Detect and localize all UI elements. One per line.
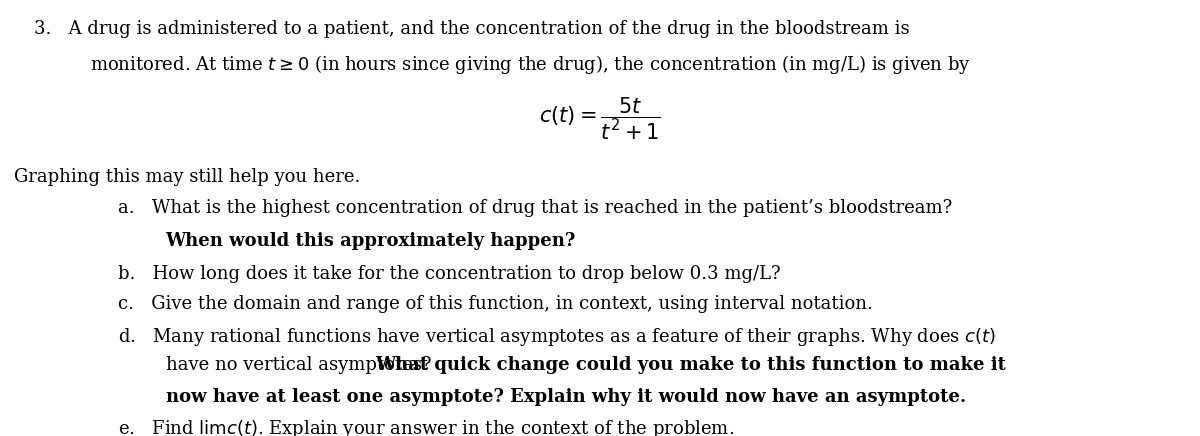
Text: now have at least one asymptote? Explain why it would now have an asymptote.: now have at least one asymptote? Explain… [166,388,966,406]
Text: e.   Find $\lim_{t \to \infty} c(t)$. Explain your answer in the context of the : e. Find $\lim_{t \to \infty} c(t)$. Expl… [118,419,733,436]
Text: a.   What is the highest concentration of drug that is reached in the patient’s : a. What is the highest concentration of … [118,199,952,217]
Text: b.   How long does it take for the concentration to drop below 0.3 mg/L?: b. How long does it take for the concent… [118,265,780,283]
Text: have no vertical asymptotes?: have no vertical asymptotes? [166,356,437,374]
Text: What quick change could you make to this function to make it: What quick change could you make to this… [376,356,1007,374]
Text: 3.   A drug is administered to a patient, and the concentration of the drug in t: 3. A drug is administered to a patient, … [34,20,910,37]
Text: When would this approximately happen?: When would this approximately happen? [166,232,576,250]
Text: monitored. At time $t \geq 0$ (in hours since giving the drug), the concentratio: monitored. At time $t \geq 0$ (in hours … [90,53,971,76]
Text: d.   Many rational functions have vertical asymptotes as a feature of their grap: d. Many rational functions have vertical… [118,326,996,347]
Text: Graphing this may still help you here.: Graphing this may still help you here. [14,168,361,186]
Text: $c(t) = \dfrac{5t}{t^2+1}$: $c(t) = \dfrac{5t}{t^2+1}$ [539,96,661,142]
Text: c.   Give the domain and range of this function, in context, using interval nota: c. Give the domain and range of this fun… [118,295,872,313]
